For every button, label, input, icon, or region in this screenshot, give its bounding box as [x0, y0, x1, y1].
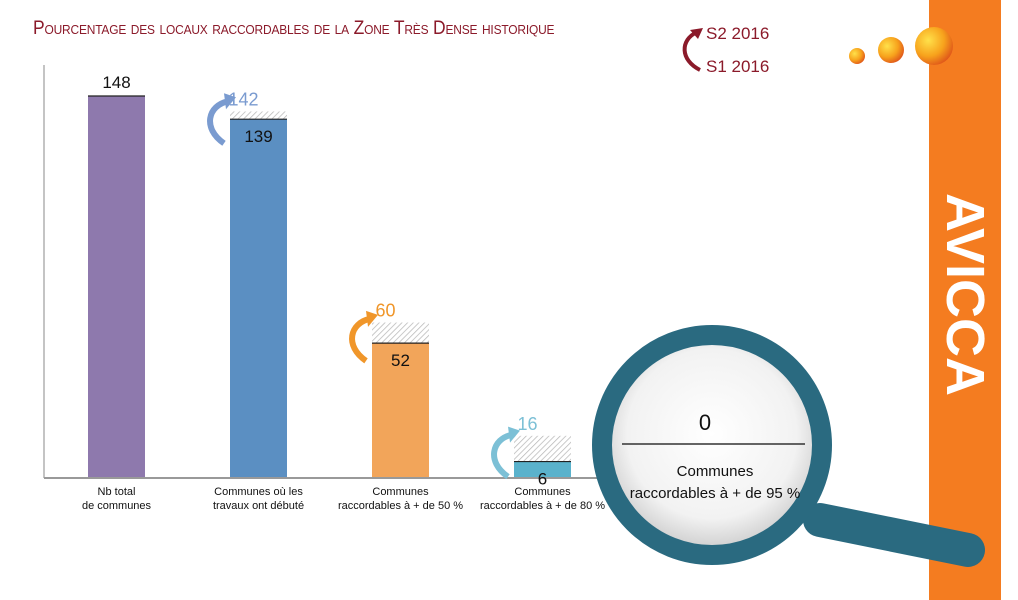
- category-label: Communes raccordables à + de 50 %: [337, 486, 464, 512]
- chart-title: Pourcentage des locaux raccordables de l…: [33, 18, 555, 39]
- brand-logo: AVICCA: [935, 193, 995, 397]
- legend-s2: S2 2016: [706, 24, 770, 43]
- category-label: Nb total de communes: [81, 486, 152, 512]
- change-arrow-icon: [349, 315, 371, 364]
- category-label: Communes raccordables à + de 80 %: [479, 486, 606, 512]
- value-label: 148: [102, 73, 130, 92]
- change-arrow-icon: [207, 98, 229, 146]
- bar-s2-increment: [372, 322, 429, 344]
- value-label-s1: 6: [538, 470, 547, 489]
- arrow-head-icon: [366, 310, 378, 327]
- brand-sidebar: [929, 0, 1001, 600]
- change-arrow-icon: [491, 431, 513, 480]
- value-label-s1: 139: [244, 127, 272, 146]
- value-label-s2: 16: [517, 414, 537, 434]
- arrow-head-icon: [224, 93, 236, 110]
- value-label-s2: 60: [375, 301, 395, 321]
- bar-s1: [372, 343, 429, 477]
- inset-label-1: Communes: [677, 463, 754, 480]
- bar-s1: [514, 461, 571, 477]
- bar-s2-increment: [230, 111, 287, 120]
- magnifier: 0 Communes raccordables à + de 95 %: [592, 325, 985, 567]
- arrow-head-icon: [508, 426, 520, 443]
- inset-label-2: raccordables à + de 95 %: [630, 485, 801, 502]
- legend-arrow-icon: [682, 28, 703, 72]
- logo-balls: [849, 27, 953, 65]
- bar-s1: [230, 119, 287, 478]
- bar-s2-increment: [514, 435, 571, 462]
- category-label: Communes où les travaux ont débuté: [212, 486, 305, 512]
- inset-value: 0: [699, 410, 711, 435]
- bar-s1: [88, 96, 145, 477]
- legend-s1: S1 2016: [706, 57, 770, 76]
- value-label-s1: 52: [391, 351, 410, 370]
- value-label-s2: 142: [228, 89, 258, 109]
